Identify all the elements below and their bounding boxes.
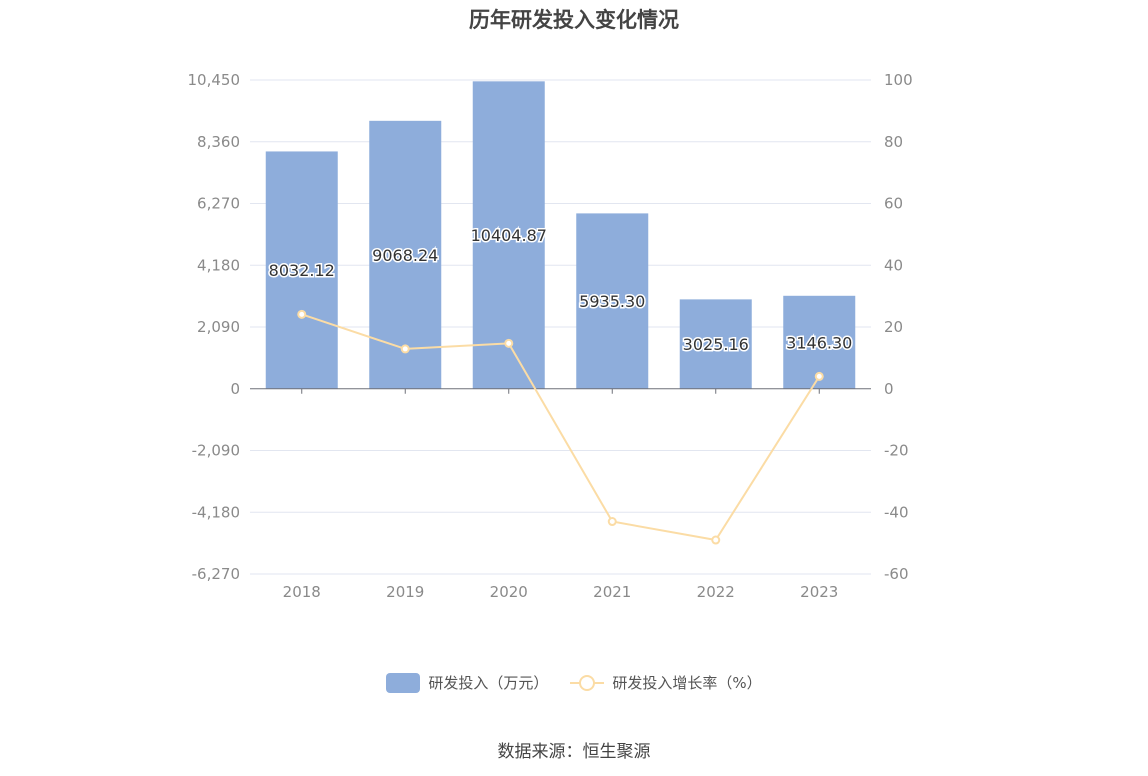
y-right-tick-label: 100 xyxy=(884,71,913,89)
growth-rate-point-2022 xyxy=(711,535,721,545)
axis-layer: 10,450 8,360 6,270 4,180 2,090 0 -2,090 -4,180 -… xyxy=(188,71,913,601)
legend-bar-swatch xyxy=(386,672,421,693)
label-layer: 8032.12 9068.24 10404.87 5935.30 3025.16 3146… xyxy=(267,225,854,356)
bar-2021 xyxy=(576,213,649,389)
growth-rate-point-2021 xyxy=(607,517,617,527)
y-right-tick-label: -60 xyxy=(884,565,909,583)
y-left-tick-label: -4,180 xyxy=(192,503,240,521)
x-tick-label-2020: 2020 xyxy=(490,583,528,601)
chart-title: 历年研发投入变化情况 xyxy=(469,8,679,32)
bar-2019 xyxy=(369,120,442,389)
growth-rate-point-2019 xyxy=(400,344,410,354)
legend: 研发投入（万元） 研发投入增长率（%） xyxy=(0,672,1148,693)
bar-value-label-2019: 9068.24 xyxy=(372,246,438,265)
grid-layer xyxy=(250,79,871,575)
legend-label-rd-investment: 研发投入（万元） xyxy=(428,674,549,692)
bar-value-label-2023: 3146.30 xyxy=(786,333,852,352)
legend-item-growth-rate[interactable]: 研发投入增长率（%） xyxy=(570,672,762,693)
y-right-tick-label: -20 xyxy=(884,442,909,460)
y-left-tick-label: 10,450 xyxy=(188,71,241,89)
legend-line-swatch xyxy=(570,673,605,693)
bar-2020 xyxy=(472,81,545,389)
y-right-tick-label: -40 xyxy=(884,503,909,521)
legend-label-growth-rate: 研发投入增长率（%） xyxy=(612,674,762,692)
y-left-tick-label: 8,360 xyxy=(197,133,240,151)
bar-value-label-2018: 8032.12 xyxy=(269,261,335,280)
y-left-tick-label: 2,090 xyxy=(197,318,240,336)
x-tick-label-2023: 2023 xyxy=(800,583,838,601)
bar-value-label-2022: 3025.16 xyxy=(683,335,749,354)
y-right-tick-label: 80 xyxy=(884,133,903,151)
data-source: 数据来源：恒生聚源 xyxy=(497,742,651,762)
legend-item-rd-investment[interactable]: 研发投入（万元） xyxy=(386,672,548,693)
x-tick-label-2019: 2019 xyxy=(386,583,424,601)
y-left-tick-label: 4,180 xyxy=(197,256,240,274)
y-right-tick-label: 20 xyxy=(884,318,903,336)
x-tick-label-2022: 2022 xyxy=(697,583,735,601)
y-left-tick-label: 6,270 xyxy=(197,195,240,213)
growth-rate-point-2020 xyxy=(504,338,514,348)
y-right-tick-label: 0 xyxy=(884,380,894,398)
bar-value-label-2020: 10404.87 xyxy=(471,226,547,245)
growth-rate-line xyxy=(301,313,821,542)
bar-value-label-2021: 5935.30 xyxy=(579,292,645,311)
y-right-tick-label: 40 xyxy=(884,256,903,274)
bar-layer xyxy=(265,81,856,389)
bar-2022 xyxy=(679,299,752,389)
y-right-tick-label: 60 xyxy=(884,195,903,213)
x-tick-label-2021: 2021 xyxy=(593,583,631,601)
line-layer xyxy=(297,309,824,545)
growth-rate-point-2018 xyxy=(297,309,307,319)
growth-rate-point-2023 xyxy=(814,371,824,381)
y-left-tick-label: 0 xyxy=(230,380,240,398)
x-tick-label-2018: 2018 xyxy=(283,583,321,601)
bar-2018 xyxy=(265,151,338,389)
y-left-tick-label: -6,270 xyxy=(192,565,240,583)
y-left-tick-label: -2,090 xyxy=(192,442,240,460)
